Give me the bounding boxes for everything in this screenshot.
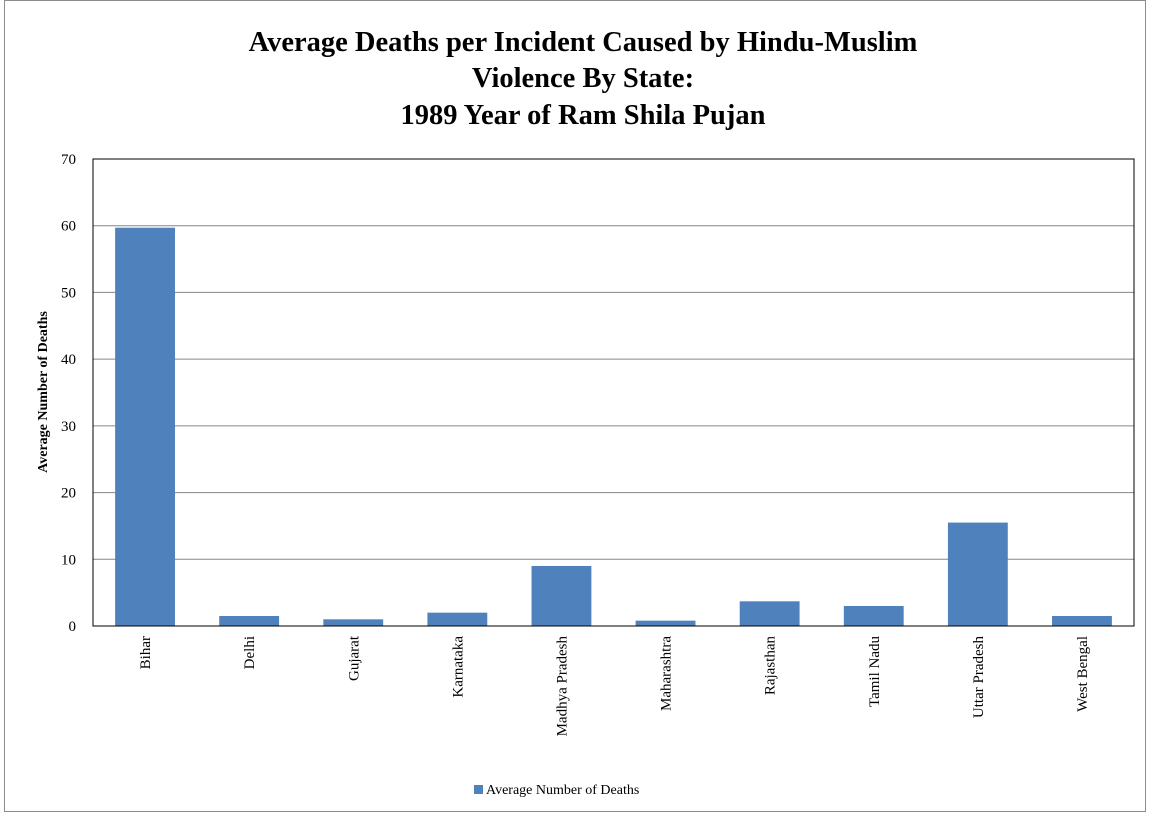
x-tick-label: Bihar xyxy=(138,636,154,669)
gridlines xyxy=(93,225,1134,560)
x-tick-label: Gujarat xyxy=(346,635,362,681)
x-tick-label: Karnataka xyxy=(450,636,466,698)
bars xyxy=(115,227,1112,627)
plot-area-border xyxy=(92,158,1135,627)
bar-delhi xyxy=(219,615,280,626)
x-axis-tick-labels: Bihar Delhi Gujarat Karnataka Madhya Pradesh… xyxy=(138,635,1091,736)
y-tick-label: 10 xyxy=(61,552,76,568)
x-tick-label: West Bengal xyxy=(1075,636,1091,712)
chart-title-line-2: Violence By State: xyxy=(472,63,694,94)
y-tick-label: 30 xyxy=(61,419,76,435)
bar-madhya-pradesh xyxy=(531,565,592,626)
bar-bihar xyxy=(115,227,175,627)
x-tick-label: Maharashtra xyxy=(659,636,675,711)
bar-uttar-pradesh xyxy=(947,522,1008,626)
y-tick-label: 0 xyxy=(69,619,77,635)
y-tick-label: 40 xyxy=(61,352,76,368)
legend: Average Number of Deaths xyxy=(474,783,639,798)
legend-label: Average Number of Deaths xyxy=(486,783,639,798)
bar-tamil-nadu xyxy=(843,605,904,626)
bar-gujarat xyxy=(323,619,384,626)
chart-title-line-3: 1989 Year of Ram Shila Pujan xyxy=(401,100,766,131)
chart-title: Average Deaths per Incident Caused by Hi… xyxy=(249,27,918,131)
x-tick-label: Uttar Pradesh xyxy=(971,636,987,719)
y-axis-label: Average Number of Deaths xyxy=(36,311,51,473)
chart-title-line-1: Average Deaths per Incident Caused by Hi… xyxy=(249,27,918,58)
y-tick-label: 50 xyxy=(61,285,76,301)
legend-swatch xyxy=(474,785,483,794)
y-tick-label: 60 xyxy=(61,219,76,235)
y-tick-label: 20 xyxy=(61,486,76,502)
x-tick-label: Rajasthan xyxy=(763,636,779,696)
bar-karnataka xyxy=(427,612,488,626)
bar-maharashtra xyxy=(635,620,696,626)
y-tick-label: 70 xyxy=(61,152,76,168)
x-tick-label: Delhi xyxy=(242,636,258,669)
y-axis-tick-labels: 0 10 20 30 40 50 60 70 xyxy=(61,152,76,635)
bar-rajasthan xyxy=(739,601,800,626)
chart-frame xyxy=(4,0,1146,812)
bar-west-bengal xyxy=(1052,615,1112,626)
x-tick-label: Tamil Nadu xyxy=(867,636,883,708)
x-tick-label: Madhya Pradesh xyxy=(554,636,570,737)
